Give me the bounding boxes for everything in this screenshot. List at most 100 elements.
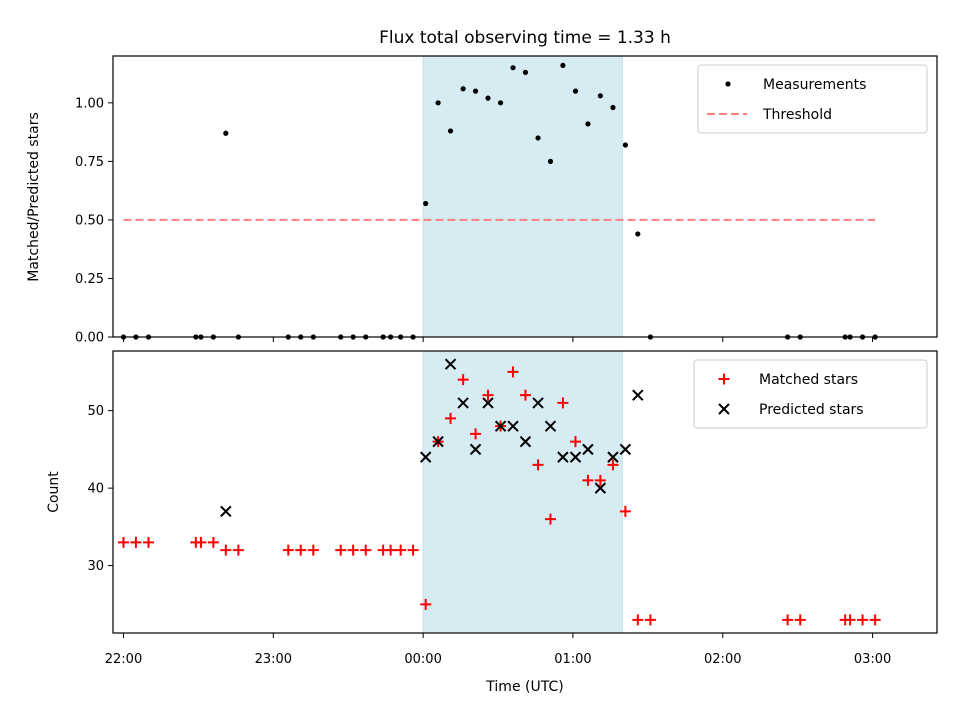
measurement-point [547, 158, 554, 164]
predicted-star-point [220, 505, 232, 518]
bottom-y-axis-label: Count [46, 471, 62, 513]
measurement-point [460, 86, 466, 92]
series-matched-stars [117, 366, 881, 626]
axes-frame [112, 55, 938, 338]
legend-box [697, 64, 928, 134]
matched-star-point [632, 614, 644, 626]
legend-predicted-marker [718, 403, 730, 415]
observing-window-span [422, 350, 623, 634]
y-tick-label: 0.50 [75, 213, 104, 228]
plot-layer: 0.00 0.25 0.50 0.75 1.00 Measurements Threshol… [75, 55, 938, 667]
measurement-point [522, 69, 529, 75]
measurement-point [435, 100, 441, 106]
predicted-star-point [507, 420, 519, 432]
series-predicted-stars [220, 358, 644, 518]
matched-star-point [335, 544, 347, 556]
predicted-star-point [582, 443, 594, 456]
panel-ratio: 0.00 0.25 0.50 0.75 1.00 Measurements Threshol… [75, 55, 938, 346]
measurement-point [472, 88, 479, 94]
measurement-point [485, 95, 491, 101]
measurement-point [635, 231, 641, 237]
matched-star-point [794, 614, 806, 626]
x-tick-label: 01:00 [554, 652, 591, 667]
matched-star-point [207, 536, 219, 548]
measurement-point [535, 135, 541, 141]
matched-star-point [519, 389, 531, 401]
predicted-star-point [557, 451, 569, 463]
predicted-star-point [457, 397, 469, 409]
matched-star-point [395, 544, 407, 556]
legend-measurement-marker [725, 81, 731, 87]
y-tick-label: 30 [87, 559, 104, 574]
x-axis-label: Time (UTC) [485, 679, 563, 695]
predicted-star-point [419, 451, 432, 463]
x-tick-label: 22:00 [105, 652, 142, 667]
matched-star-point [130, 536, 142, 548]
matched-star-point [569, 436, 581, 448]
matched-star-point [195, 536, 207, 548]
x-tick-label: 23:00 [255, 652, 292, 667]
matched-star-point [582, 474, 594, 486]
matched-star-point [844, 614, 856, 626]
matched-star-point [360, 544, 372, 556]
measurement-point [447, 128, 454, 134]
matched-star-point [644, 614, 656, 626]
matched-star-point [544, 513, 556, 525]
measurement-point [497, 100, 504, 106]
matched-star-point [470, 428, 482, 440]
predicted-star-point [482, 397, 494, 409]
measurement-point [622, 142, 628, 148]
predicted-star-point [469, 443, 482, 456]
matched-star-point [532, 459, 544, 471]
matched-star-point [117, 536, 129, 548]
matched-star-point [445, 412, 457, 424]
matched-star-point [607, 459, 619, 471]
matched-star-point [857, 614, 869, 626]
matched-star-point [482, 389, 494, 401]
chart-title: Flux total observing time = 1.33 h [379, 28, 671, 48]
measurement-point [510, 65, 516, 71]
predicted-star-point [444, 358, 457, 370]
matched-star-point [457, 374, 469, 386]
matched-star-point [307, 544, 319, 556]
measurement-point [423, 200, 429, 207]
legend: Matched stars Predicted stars [693, 359, 928, 429]
matched-star-point [220, 544, 232, 556]
matched-star-point [143, 536, 155, 548]
y-tick-label: 0.00 [75, 331, 104, 346]
measurement-point [572, 88, 579, 94]
matched-star-point [594, 474, 606, 486]
axes-frame [112, 350, 938, 634]
y-tick-label: 0.25 [75, 272, 104, 287]
measurement-point [560, 62, 566, 68]
predicted-star-point [432, 435, 444, 448]
predicted-star-point [569, 451, 582, 463]
matched-star-point [869, 614, 881, 626]
measurement-point [223, 130, 229, 136]
predicted-star-point [532, 397, 544, 409]
predicted-star-point [494, 420, 507, 432]
predicted-star-point [607, 451, 619, 463]
legend-label: Measurements [763, 77, 866, 93]
matched-star-point [385, 544, 397, 556]
predicted-star-point [619, 443, 632, 456]
x-tick-label: 03:00 [854, 652, 891, 667]
predicted-star-point [632, 389, 644, 401]
measurement-point [597, 93, 603, 99]
matched-star-point [407, 544, 419, 556]
legend-label: Matched stars [759, 372, 858, 388]
y-tick-label: 1.00 [75, 96, 104, 111]
matched-star-point [282, 544, 294, 556]
predicted-star-point [594, 482, 607, 494]
predicted-star-point [544, 420, 557, 432]
y-tick-label: 50 [87, 404, 104, 419]
legend-matched-marker [718, 373, 730, 385]
matched-star-point [507, 366, 519, 378]
panel-count: 30 40 50 22:00 23:00 00:00 01:00 02:00 03:00 Matc… [87, 350, 938, 667]
top-y-axis-label: Matched/Predicted stars [26, 112, 42, 282]
matched-star-point [232, 544, 244, 556]
matched-star-point [420, 598, 432, 610]
predicted-star-point [519, 435, 532, 448]
matched-star-point [782, 614, 794, 626]
